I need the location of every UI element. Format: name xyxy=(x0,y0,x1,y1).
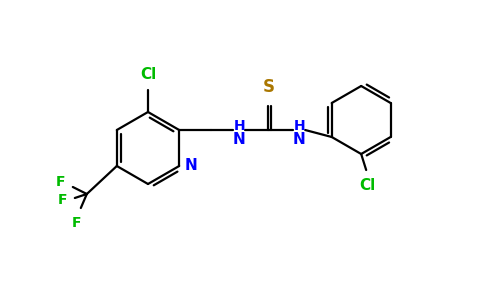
Text: F: F xyxy=(57,193,67,207)
Text: Cl: Cl xyxy=(140,67,156,82)
Text: Cl: Cl xyxy=(359,178,375,193)
Text: N: N xyxy=(184,158,197,173)
Text: F: F xyxy=(55,175,65,189)
Text: F: F xyxy=(72,216,82,230)
Text: S: S xyxy=(263,78,275,96)
Text: H: H xyxy=(293,119,305,133)
Text: N: N xyxy=(293,133,305,148)
Text: N: N xyxy=(233,133,245,148)
Text: H: H xyxy=(233,119,245,133)
